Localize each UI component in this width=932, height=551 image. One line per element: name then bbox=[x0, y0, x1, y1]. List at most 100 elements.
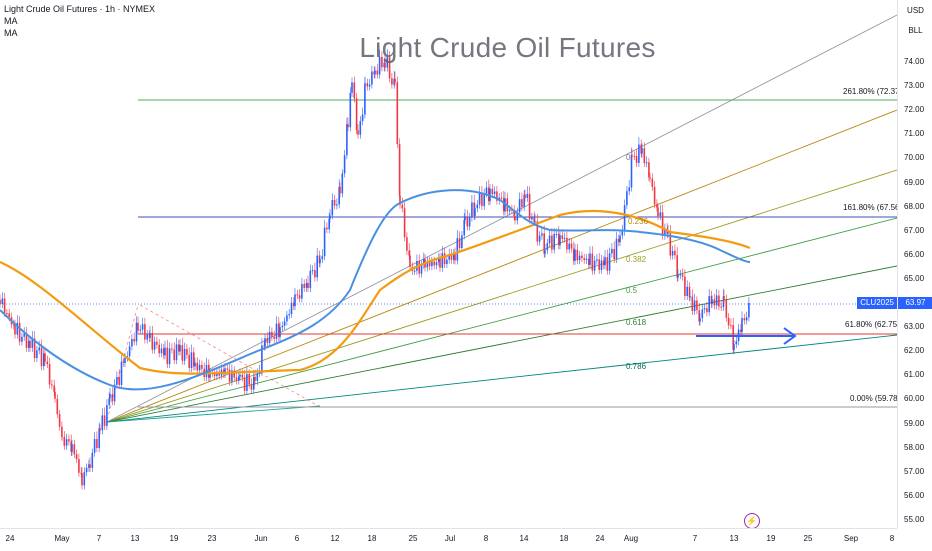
price-tick-label: 65.00 bbox=[904, 273, 925, 283]
price-axis[interactable]: USD BLL 74.00 73.00 72.00 71.00 70.00 69.00 68… bbox=[897, 0, 932, 528]
fan-line bbox=[106, 265, 897, 423]
candle-body bbox=[463, 220, 465, 236]
time-tick-label: 6 bbox=[294, 534, 300, 543]
candle-body bbox=[691, 296, 694, 312]
legend-ma-1[interactable]: MA bbox=[4, 16, 18, 26]
candle-body bbox=[294, 294, 296, 307]
candle-body bbox=[669, 232, 672, 256]
candle-body bbox=[135, 322, 138, 342]
candle-body bbox=[128, 346, 131, 357]
candle-body bbox=[684, 276, 686, 297]
candle-body bbox=[349, 92, 352, 128]
chart-plot-area[interactable] bbox=[0, 0, 897, 528]
candle-body bbox=[514, 216, 516, 221]
legend-ma-2[interactable]: MA bbox=[4, 28, 18, 38]
candle-body bbox=[346, 124, 348, 156]
lightning-icon[interactable]: ⚡ bbox=[744, 513, 760, 529]
candle-body bbox=[14, 325, 16, 335]
candle-body bbox=[254, 376, 256, 381]
price-tick-label: 67.00 bbox=[904, 225, 925, 235]
candle-body bbox=[118, 377, 120, 386]
time-axis[interactable]: 24 May 7 13 19 23 Jun 6 12 18 25 Jul 8 14 18 24 Aug 7 13 19… bbox=[0, 528, 897, 551]
candle-body bbox=[248, 373, 250, 385]
candle-body bbox=[54, 391, 56, 399]
unit-label[interactable]: BLL bbox=[908, 26, 923, 35]
candle-body bbox=[209, 373, 211, 378]
candle-body bbox=[711, 299, 713, 304]
time-tick-label: 7 bbox=[692, 534, 698, 543]
fan-line bbox=[106, 109, 897, 423]
candle-body bbox=[238, 376, 240, 381]
time-tick-label: 13 bbox=[130, 534, 140, 543]
candle-body bbox=[3, 298, 6, 314]
candle-body bbox=[458, 238, 461, 249]
candle-body bbox=[689, 296, 691, 298]
legend-symbol[interactable]: Light Crude Oil Futures · 1h · NYMEX bbox=[4, 4, 156, 14]
candle-body bbox=[745, 317, 748, 321]
candle-body bbox=[679, 274, 682, 276]
candle-body bbox=[288, 314, 290, 316]
candle-body bbox=[28, 340, 30, 348]
fan-label: 0.236 bbox=[628, 217, 649, 226]
candle-body bbox=[471, 202, 473, 218]
candle-body bbox=[275, 323, 278, 339]
candle-body bbox=[266, 338, 269, 343]
candle-body bbox=[89, 464, 91, 468]
candle-body bbox=[566, 237, 568, 250]
candle-body bbox=[21, 336, 23, 342]
candle-body bbox=[649, 177, 651, 179]
candle-body bbox=[403, 208, 406, 238]
candle-body bbox=[316, 255, 318, 278]
candle-body bbox=[630, 154, 633, 188]
candle-body bbox=[391, 78, 393, 85]
candle-body bbox=[80, 472, 82, 474]
time-tick-label: 24 bbox=[595, 534, 605, 543]
candle-body bbox=[278, 323, 280, 337]
price-tick-label: 70.00 bbox=[904, 153, 925, 163]
candle-body bbox=[13, 324, 15, 326]
fan-label: 0 bbox=[626, 153, 631, 162]
candle-body bbox=[693, 300, 696, 312]
candle-body bbox=[531, 217, 533, 220]
candle-body bbox=[476, 204, 479, 209]
chart-legend: Light Crude Oil Futures · 1h · NYMEX MA … bbox=[4, 3, 155, 39]
time-tick-label: Sep bbox=[843, 534, 859, 543]
candle-body bbox=[103, 415, 106, 426]
candle-body bbox=[175, 344, 178, 361]
candle-body bbox=[450, 254, 453, 260]
candle-body bbox=[423, 259, 425, 265]
candle-body bbox=[725, 300, 728, 318]
candle-body bbox=[396, 82, 399, 145]
candle-body bbox=[226, 368, 229, 370]
candle-body bbox=[426, 261, 429, 268]
time-tick-label: Aug bbox=[623, 534, 639, 543]
fan-label: 0.382 bbox=[626, 255, 647, 264]
candle-body bbox=[591, 253, 594, 271]
candle-body bbox=[25, 333, 28, 348]
candle-body bbox=[378, 56, 381, 75]
candle-body bbox=[329, 215, 331, 219]
candle-body bbox=[51, 384, 53, 386]
candle-body bbox=[503, 197, 505, 212]
candle-body bbox=[401, 204, 404, 209]
candle-body bbox=[615, 238, 618, 260]
candle-body bbox=[359, 121, 362, 135]
candle-body bbox=[179, 345, 181, 352]
candle-body bbox=[341, 173, 344, 194]
ma-slow-line bbox=[0, 209, 751, 375]
candle-body bbox=[661, 212, 664, 236]
time-tick-label: 8 bbox=[889, 534, 895, 543]
candle-body bbox=[496, 191, 498, 201]
currency-label[interactable]: USD bbox=[907, 6, 924, 15]
price-tick-label: 60.00 bbox=[904, 394, 925, 404]
candle-body bbox=[65, 439, 68, 446]
candle-body bbox=[574, 249, 576, 261]
candle-body bbox=[643, 148, 646, 164]
candle-body bbox=[546, 243, 549, 251]
candle-body bbox=[748, 302, 750, 318]
candle-body bbox=[563, 237, 566, 239]
candle-body bbox=[493, 191, 496, 195]
candle-body bbox=[256, 373, 259, 381]
candle-body bbox=[576, 249, 579, 261]
candle-body bbox=[268, 331, 271, 343]
